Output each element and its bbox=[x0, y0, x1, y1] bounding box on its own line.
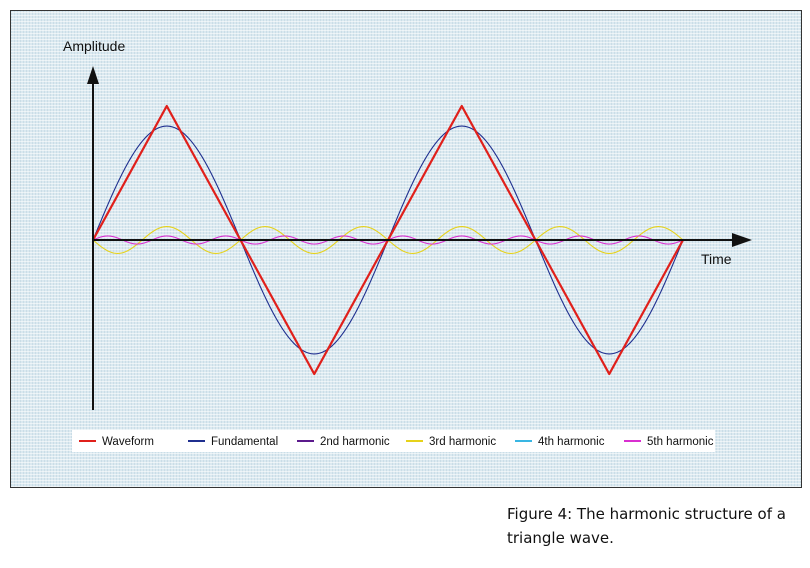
legend-label: Fundamental bbox=[211, 436, 278, 448]
legend: Waveform Fundamental 2nd harmonic 3rd harmo… bbox=[72, 430, 715, 452]
legend-label: 3rd harmonic bbox=[429, 436, 496, 448]
legend-item: Fundamental bbox=[188, 436, 278, 448]
legend-item: 4th harmonic bbox=[515, 436, 605, 448]
legend-label: 4th harmonic bbox=[538, 436, 605, 448]
legend-box bbox=[72, 430, 715, 452]
legend-items: Waveform Fundamental 2nd harmonic 3rd harmo… bbox=[79, 436, 714, 448]
x-axis-arrowhead bbox=[732, 233, 752, 247]
legend-item: 2nd harmonic bbox=[297, 436, 390, 448]
legend-label: 2nd harmonic bbox=[320, 436, 390, 448]
legend-label: 5th harmonic bbox=[647, 436, 714, 448]
x-axis-label: Time bbox=[701, 251, 732, 267]
figure-frame bbox=[10, 10, 802, 488]
legend-label: Waveform bbox=[102, 436, 154, 448]
legend-item: 3rd harmonic bbox=[406, 436, 496, 448]
y-axis-arrowhead bbox=[87, 66, 99, 84]
legend-item: Waveform bbox=[79, 436, 154, 448]
figure-caption: Figure 4: The harmonic structure of a tr… bbox=[507, 505, 786, 547]
y-axis-label: Amplitude bbox=[63, 38, 125, 54]
legend-item: 5th harmonic bbox=[624, 436, 714, 448]
